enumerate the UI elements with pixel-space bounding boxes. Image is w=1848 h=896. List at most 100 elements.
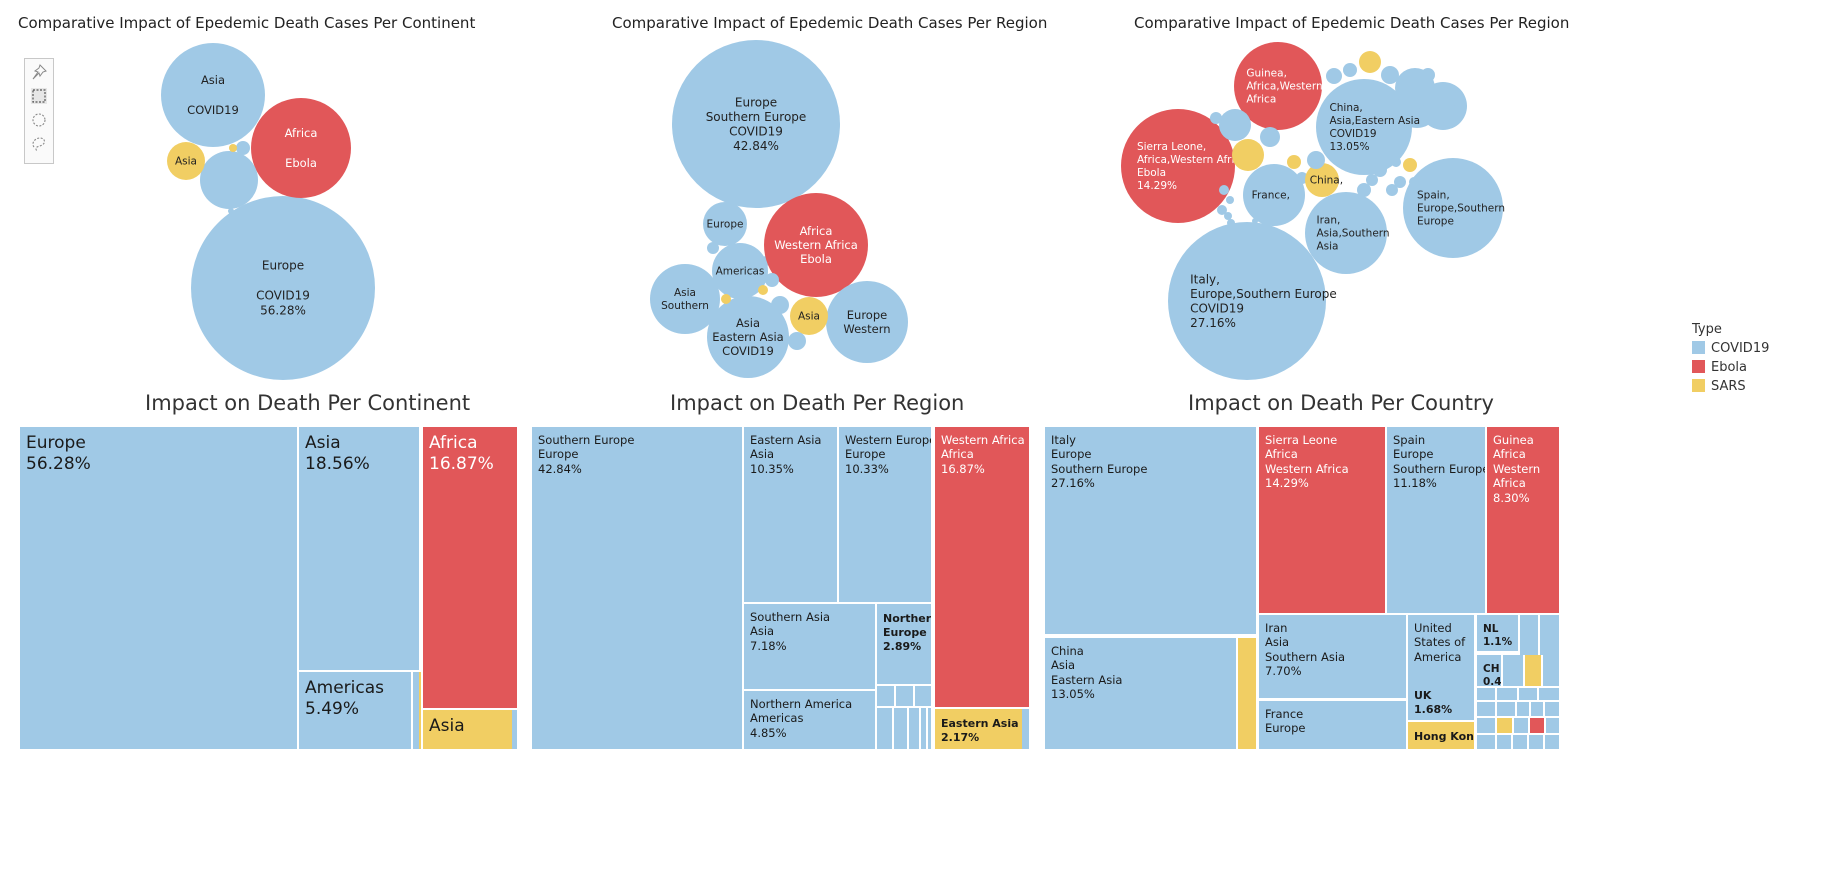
treemap-cell-minor[interactable] [877, 708, 892, 749]
bubble-circle[interactable] [1234, 42, 1322, 130]
bubble-americas-covid19[interactable] [200, 151, 258, 209]
treemap-cell-minor[interactable] [1477, 735, 1495, 749]
bubble-other-covid19[interactable] [1391, 157, 1401, 167]
treemap-cell-other-covid19[interactable] [512, 710, 517, 749]
treemap-cell-minor[interactable] [1497, 735, 1511, 749]
bubble-circle[interactable] [1316, 79, 1412, 175]
radial-select-icon[interactable] [30, 111, 48, 129]
bubble-circle[interactable] [1168, 222, 1326, 380]
treemap-cell-nl-covid19[interactable]: NL 1.1% [1477, 615, 1518, 651]
bubble-circle[interactable] [790, 297, 828, 335]
treemap-cell-hong-kong-sars[interactable]: Hong Kong [1408, 722, 1474, 749]
bubble-circle[interactable] [721, 294, 731, 304]
bubble-other-covid19[interactable] [1219, 109, 1251, 141]
treemap-cell-minor[interactable] [1540, 615, 1559, 655]
bubble-circle[interactable] [712, 243, 768, 299]
lasso-select-icon[interactable] [30, 135, 48, 153]
bubble-italy-covid19[interactable]: Italy,Europe,Southern EuropeCOVID1927.16… [1168, 222, 1337, 380]
treemap-cell-ch-covid19[interactable]: CH 0.49% [1477, 655, 1501, 686]
bubble-circle[interactable] [1403, 158, 1503, 258]
bubble-other-covid19[interactable] [1423, 91, 1455, 123]
bubble-circle[interactable] [191, 196, 375, 380]
treemap-cell-southern-europe-covid19[interactable]: Southern Europe Europe 42.84% [532, 427, 742, 749]
treemap-cell-minor[interactable] [1503, 655, 1523, 686]
bubble-minor[interactable] [1357, 183, 1371, 197]
bubble-circle[interactable] [1395, 68, 1435, 108]
bubble-africa-ebola[interactable]: Africa Ebola [251, 98, 351, 198]
bubble-minor[interactable] [1217, 205, 1227, 215]
treemap-cell-asia-sars[interactable]: Asia [423, 710, 512, 749]
bubble-other-covid19[interactable] [765, 273, 779, 287]
bubble-circle[interactable] [161, 43, 265, 147]
treemap-cell-minor[interactable] [1543, 655, 1559, 686]
bubble-circle[interactable] [1210, 112, 1222, 124]
bubble-circle[interactable] [1381, 66, 1399, 84]
bubble-circle[interactable] [1305, 192, 1387, 274]
legend-item-covid19[interactable]: COVID19 [1692, 341, 1769, 356]
treemap-cell-minor[interactable] [1519, 688, 1537, 700]
treemap-cell-western-africa-ebola[interactable]: Western Africa Africa 16.87% [935, 427, 1029, 707]
bubble-circle[interactable] [707, 296, 789, 378]
treemap-cell-eastern-asia-sars[interactable]: Eastern Asia 2.17% [935, 709, 1022, 749]
treemap-cell-guinea-ebola[interactable]: Guinea Africa Western Africa 8.30% [1487, 427, 1559, 613]
treemap-cell-minor[interactable] [928, 708, 931, 749]
bubble-other-covid19[interactable] [771, 296, 789, 314]
bubble-china-sars[interactable]: China, [1305, 163, 1343, 197]
bubble-circle[interactable] [1232, 139, 1264, 171]
bubble-circle[interactable] [707, 242, 719, 254]
bubble-circle[interactable] [1226, 196, 1234, 204]
bubble-circle[interactable] [1403, 158, 1417, 172]
treemap-cell-africa-ebola[interactable]: Africa 16.87% [423, 427, 517, 708]
treemap-cell-minor[interactable] [1477, 702, 1495, 716]
treemap-cell-minor[interactable] [1497, 702, 1515, 716]
treemap-cell-americas-covid19[interactable]: Americas 5.49% [299, 672, 411, 749]
bubble-other-covid19[interactable] [236, 141, 250, 155]
bubble-circle[interactable] [1359, 51, 1381, 73]
bubble-northern-europe-covid19[interactable]: Europe [703, 202, 747, 246]
bubble-other-sars[interactable] [1403, 158, 1417, 172]
pin-icon[interactable] [30, 63, 48, 81]
bubble-other-sars[interactable] [1232, 139, 1264, 171]
legend-item-ebola[interactable]: Ebola [1692, 360, 1769, 375]
bubble-other-covid19[interactable] [707, 242, 719, 254]
bubble-sierra-leone-ebola[interactable]: Sierra Leone,Africa,Western AfricaEbola1… [1121, 109, 1247, 223]
treemap-cell-southern-asia-covid19[interactable]: Southern Asia Asia 7.18% [744, 604, 875, 689]
bubble-other-sars[interactable] [229, 144, 237, 152]
treemap-cell-china-covid19[interactable]: China Asia Eastern Asia 13.05% [1045, 638, 1236, 749]
bubble-minor[interactable] [1386, 184, 1398, 196]
bubble-circle[interactable] [764, 193, 868, 297]
bubble-circle[interactable] [167, 142, 205, 180]
treemap-cell-minor[interactable] [915, 686, 931, 706]
bubble-other-covid19[interactable] [1307, 151, 1325, 169]
treemap-cell-italy-covid19[interactable]: Italy Europe Southern Europe 27.16% [1045, 427, 1256, 634]
bubble-circle[interactable] [672, 40, 840, 208]
treemap-cell-minor[interactable] [1477, 718, 1495, 733]
treemap-cell-minor[interactable] [1513, 735, 1527, 749]
bubble-circle[interactable] [1305, 163, 1339, 197]
treemap-cell-minor[interactable] [909, 708, 919, 749]
treemap-cell-spain-covid19[interactable]: Spain Europe Southern Europe 11.18% [1387, 427, 1485, 613]
bubble-other-sars[interactable] [1359, 51, 1381, 73]
bubble-circle[interactable] [1423, 91, 1455, 123]
bubble-circle[interactable] [758, 285, 768, 295]
bubble-minor[interactable] [1366, 174, 1378, 186]
bubble-other-covid19[interactable] [1210, 112, 1222, 124]
bubble-minor[interactable] [1224, 212, 1232, 220]
bubble-other-covid19[interactable] [1395, 68, 1435, 108]
bubble-circle[interactable] [788, 332, 806, 350]
treemap-cell-minor[interactable] [1530, 718, 1544, 733]
bubble-circle[interactable] [1243, 164, 1305, 226]
treemap-cell-china-sars[interactable] [1238, 638, 1256, 749]
bubble-circle[interactable] [229, 144, 237, 152]
treemap-cell-minor[interactable] [1514, 718, 1528, 733]
treemap-cell-minor[interactable] [1545, 735, 1559, 749]
treemap-cell-minor[interactable] [877, 686, 894, 706]
treemap-cell-minor[interactable] [1520, 615, 1538, 655]
bubble-other-covid19[interactable] [1381, 66, 1399, 84]
